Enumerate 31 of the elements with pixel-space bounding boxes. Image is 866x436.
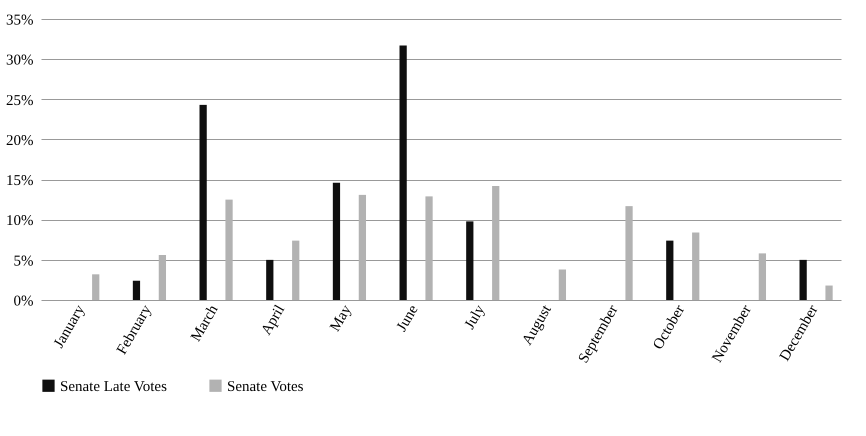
bar — [425, 196, 433, 300]
bar — [158, 255, 166, 300]
y-tick-label: 0% — [14, 294, 34, 310]
bar — [558, 269, 566, 300]
bar — [692, 232, 700, 300]
bar — [332, 182, 340, 300]
legend-label: Senate Late Votes — [60, 378, 168, 395]
bar — [800, 260, 807, 300]
bar — [492, 186, 500, 300]
bar — [292, 240, 300, 300]
y-tick-label: 30% — [6, 52, 34, 69]
x-tick-label: July — [462, 302, 488, 332]
bar — [758, 253, 766, 300]
bar — [625, 206, 633, 300]
bar — [132, 280, 140, 300]
bar — [225, 200, 233, 300]
bar — [200, 104, 207, 300]
bar — [466, 221, 474, 300]
y-tick-label: 15% — [6, 173, 34, 190]
bar — [358, 194, 366, 300]
bar — [666, 240, 674, 300]
y-tick-label: 25% — [6, 92, 34, 109]
y-tick-label: 10% — [6, 213, 34, 230]
y-tick-label: 20% — [6, 132, 34, 149]
legend-label: Senate Votes — [227, 378, 304, 395]
bar — [825, 286, 833, 300]
bar — [400, 45, 407, 300]
bar — [92, 274, 100, 300]
y-tick-label: 5% — [14, 253, 34, 270]
bar — [266, 260, 274, 300]
y-tick-label: 35% — [6, 12, 34, 28]
